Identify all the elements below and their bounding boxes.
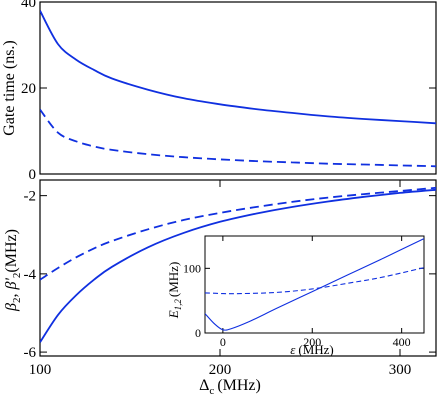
bottom-y-tick-label: -2 (24, 189, 37, 205)
inset-x-axis-label: ε (MHz) (290, 342, 334, 357)
inset-y-label-units: (MHz) (166, 262, 181, 297)
inset-y-ticks: 0 100 (183, 261, 424, 340)
inset-y-label-sub: 1,2 (173, 299, 183, 311)
top-series-dashed-line (40, 108, 436, 168)
bottom-x-label-sub: c (209, 385, 214, 397)
bottom-y-axis-label: β2, β'2(MHz) (3, 229, 23, 312)
inset-plot-frame (204, 235, 425, 334)
bottom-x-ticks: 100 200 300 (29, 180, 412, 378)
inset-series-group (205, 238, 424, 331)
bottom-y-label-beta-prime-sub: 2 (11, 273, 23, 279)
top-series-group (40, 10, 436, 168)
inset-series-solid-line (205, 238, 424, 331)
bottom-y-tick-label: -6 (24, 345, 37, 361)
top-series-solid-line (40, 10, 436, 125)
bottom-y-label-units: (MHz) (3, 229, 20, 273)
inset-x-tick-label: 0 (220, 335, 226, 349)
bottom-x-tick-label: 300 (389, 362, 412, 378)
inset-x-tick-label: 200 (303, 335, 321, 349)
inset-y-tick-label: 100 (183, 261, 201, 275)
top-y-tick-label: 40 (21, 0, 36, 11)
bottom-x-label-delta: Δ (199, 377, 209, 394)
bottom-panel: -6-4-2 100 200 300 β2, β'2(MHz) Δc (MHz) (3, 179, 437, 397)
top-y-ticks: 0 20 40 (21, 0, 436, 183)
top-y-tick-label: 0 (29, 167, 37, 183)
bottom-x-tick-label: 100 (29, 362, 52, 378)
top-y-tick-label: 20 (21, 81, 36, 97)
inset-y-tick-label: 0 (195, 326, 201, 340)
inset-x-label-units: (MHz) (298, 342, 333, 357)
bottom-y-tick-label: -4 (24, 267, 37, 283)
bottom-series-group (40, 186, 436, 343)
bottom-y-label-sep: , (3, 289, 20, 297)
inset-x-label-epsilon: ε (290, 342, 296, 357)
bottom-series-dashed-line (40, 186, 436, 281)
bottom-plot-frame (39, 179, 437, 357)
bottom-y-label-beta: β (3, 303, 20, 312)
inset-x-ticks: 0 200 400 (220, 236, 411, 349)
inset-y-axis-label: E1,2 (MHz) (166, 262, 183, 320)
bottom-y-ticks: -6 -4 -2 (24, 189, 436, 361)
bottom-x-tick-label: 200 (209, 362, 232, 378)
inset-series-dashed-line (205, 267, 424, 295)
bottom-y-label-beta-prime: β' (3, 278, 20, 291)
bottom-series-solid-line (40, 188, 436, 343)
bottom-x-axis-label: Δc (MHz) (199, 377, 261, 397)
top-panel: 0 20 40 Gate time (ns.) (1, 0, 437, 183)
inset-y-label-e: E (166, 310, 181, 319)
inset-x-tick-label: 400 (393, 335, 411, 349)
bottom-y-label-beta-sub: 2 (11, 297, 23, 303)
top-y-axis-label: Gate time (ns.) (1, 40, 18, 136)
bottom-x-label-units: (MHz) (217, 377, 261, 394)
